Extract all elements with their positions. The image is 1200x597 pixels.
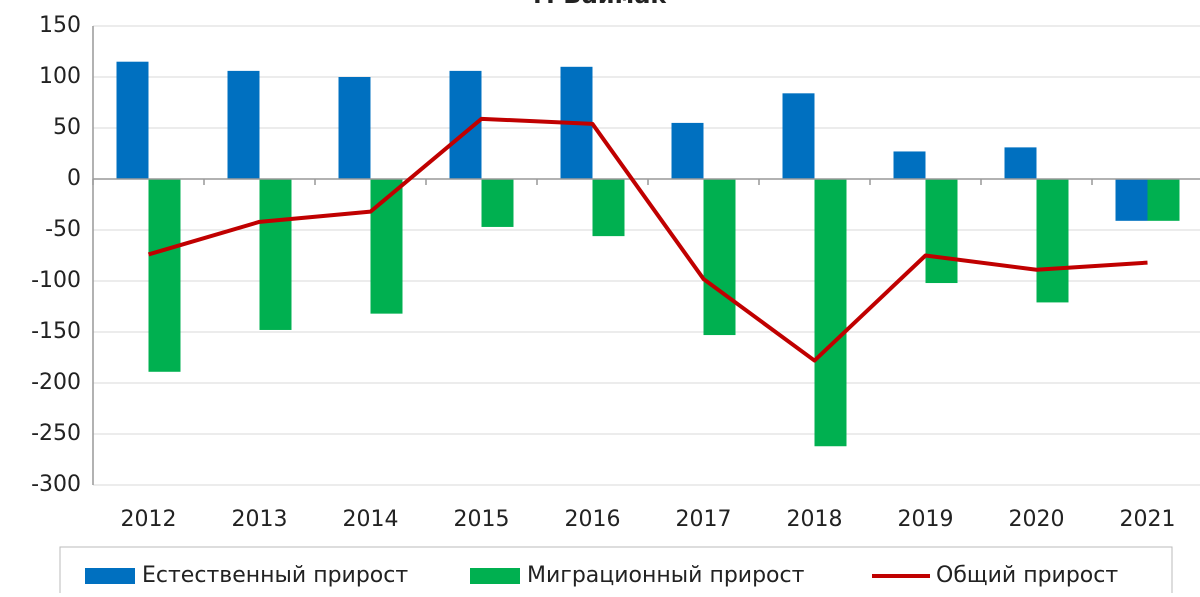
x-tick-label: 2015 xyxy=(454,507,510,532)
chart-title: г. Баймак xyxy=(533,0,666,9)
bar xyxy=(925,179,958,284)
bar xyxy=(592,179,625,237)
legend-box xyxy=(59,546,1173,597)
x-tick-label: 2018 xyxy=(787,507,843,532)
x-tick-label: 2014 xyxy=(343,507,399,532)
legend-label: Естественный прирост xyxy=(142,563,408,588)
y-tick-label: 50 xyxy=(53,115,81,140)
legend-label: Общий прирост xyxy=(936,563,1118,588)
bar xyxy=(893,151,926,179)
bar xyxy=(116,61,149,180)
bar xyxy=(338,77,371,179)
bar xyxy=(227,70,260,179)
x-tick-label: 2017 xyxy=(676,507,732,532)
x-tick-label: 2019 xyxy=(898,507,954,532)
x-tick-label: 2013 xyxy=(232,507,288,532)
y-tick-label: 100 xyxy=(39,64,81,89)
y-tick-label: 150 xyxy=(39,13,81,38)
bar xyxy=(370,179,403,314)
x-tick-label: 2021 xyxy=(1120,507,1176,532)
x-tick-label: 2012 xyxy=(121,507,177,532)
bar xyxy=(1004,147,1037,179)
bar xyxy=(814,179,847,447)
bar xyxy=(259,179,292,330)
y-tick-label: -200 xyxy=(31,370,81,395)
y-tick-label: -300 xyxy=(31,472,81,497)
bar xyxy=(1115,179,1148,221)
y-tick-label: 0 xyxy=(67,166,81,191)
bar xyxy=(1147,179,1180,221)
bar xyxy=(671,122,704,179)
y-tick-label: -250 xyxy=(31,421,81,446)
bar xyxy=(782,93,815,179)
y-tick-label: -150 xyxy=(31,319,81,344)
bar xyxy=(481,179,514,227)
bar xyxy=(703,179,736,336)
legend-swatch xyxy=(470,568,520,584)
legend-label: Миграционный прирост xyxy=(527,563,805,588)
bar xyxy=(1036,179,1069,303)
line-series xyxy=(147,116,1148,363)
legend-swatch xyxy=(85,568,135,584)
x-tick-label: 2016 xyxy=(565,507,621,532)
bar xyxy=(148,179,181,372)
x-tick-label: 2020 xyxy=(1009,507,1065,532)
y-tick-label: -50 xyxy=(45,217,81,242)
y-tick-label: -100 xyxy=(31,268,81,293)
